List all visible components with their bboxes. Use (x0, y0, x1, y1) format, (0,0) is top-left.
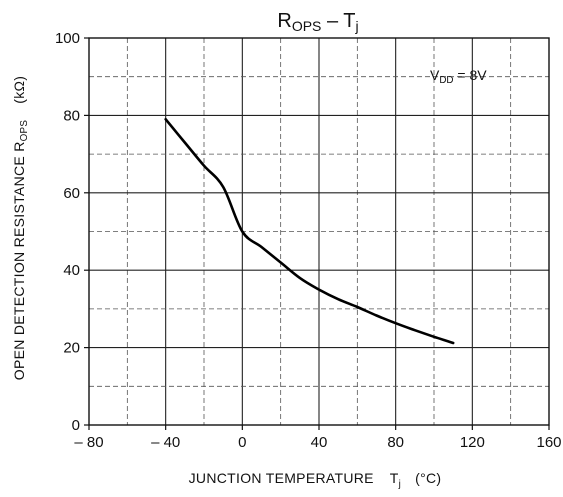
x-tick-label: 0 (238, 434, 246, 451)
vdd-annotation: VDD = 8V (430, 67, 487, 86)
y-tick-label: 80 (63, 107, 80, 124)
x-tick-label: – 80 (74, 434, 103, 451)
y-tick-label: 40 (63, 262, 80, 279)
y-tick-label: 20 (63, 340, 80, 357)
tick-labels: – 80 – 40 0 40 80 120 160 0 20 40 60 80 100 (55, 30, 562, 451)
y-tick-label: 100 (55, 30, 80, 47)
x-tick-label: 120 (460, 434, 485, 451)
x-tick-label: 160 (536, 434, 561, 451)
y-tick-label: 0 (72, 417, 80, 434)
series (164, 118, 455, 345)
y-axis-label: OPEN DETECTION RESISTANCE ROPS(kΩ) (11, 76, 30, 380)
x-axis-label: JUNCTION TEMPERATURE Tj (°C) (189, 470, 442, 490)
x-tick-label: 40 (311, 434, 328, 451)
series-line (164, 118, 455, 345)
x-tick-label: – 40 (151, 434, 180, 451)
grid (89, 38, 549, 425)
y-tick-label: 60 (63, 185, 80, 202)
x-tick-label: 80 (387, 434, 404, 451)
chart-title: ROPS – Tj (277, 10, 358, 34)
